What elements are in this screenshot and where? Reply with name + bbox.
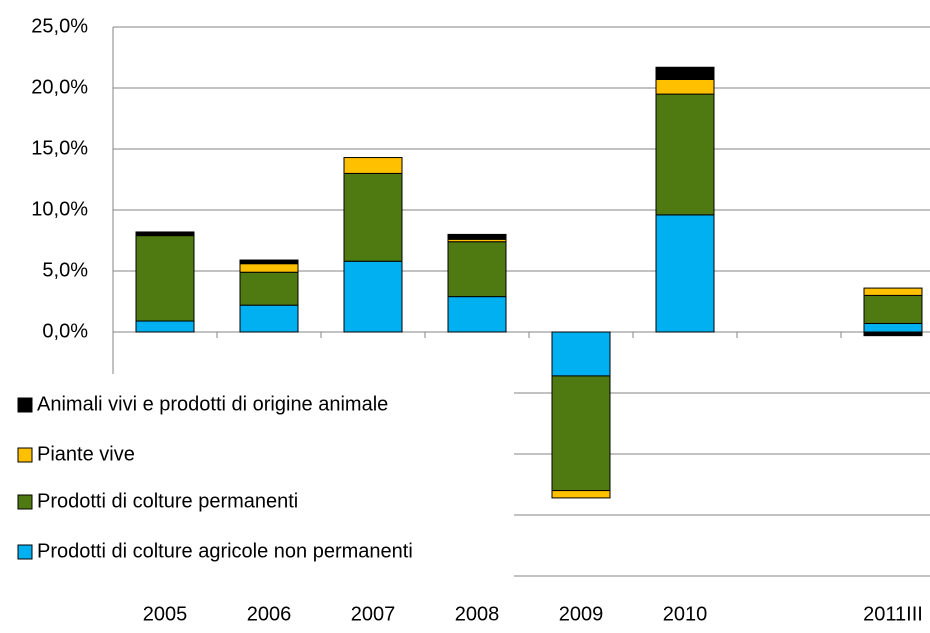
- bar-segment: [239, 263, 299, 273]
- x-tick-label: 2005: [143, 603, 188, 625]
- bar-segment: [447, 296, 507, 333]
- x-tick-label: 2009: [559, 603, 604, 625]
- bar-segment: [135, 235, 195, 322]
- bar-segment: [447, 233, 507, 240]
- legend-swatch: [17, 447, 33, 463]
- bar-segment: [655, 78, 715, 95]
- bar-segment: [863, 322, 923, 333]
- bar-segment: [655, 214, 715, 333]
- x-tick-label: 2006: [247, 603, 292, 625]
- legend: Animali vivi e prodotti di origine anima…: [8, 374, 514, 596]
- bar-segment: [239, 259, 299, 265]
- y-tick-label: 5,0%: [42, 259, 88, 281]
- legend-label: Piante vive: [37, 443, 135, 465]
- legend-swatch: [17, 397, 33, 413]
- x-tick-label: 2007: [351, 603, 396, 625]
- legend-box: [8, 374, 514, 596]
- bar-segment: [343, 172, 403, 262]
- bar-segment: [343, 157, 403, 174]
- legend-swatch: [17, 544, 33, 560]
- bar-segment: [655, 66, 715, 80]
- bar-segment: [447, 241, 507, 298]
- bar-segment: [239, 304, 299, 333]
- bar-segment: [655, 93, 715, 216]
- x-tick-label: 2008: [455, 603, 500, 625]
- bar-segment: [551, 375, 611, 492]
- legend-label: Prodotti di colture permanenti: [37, 490, 298, 512]
- bar-segment: [863, 294, 923, 324]
- bar-segment: [135, 320, 195, 333]
- bar-segment: [551, 331, 611, 377]
- x-tick-label: 2010: [663, 603, 708, 625]
- y-tick-label: 0,0%: [42, 320, 88, 342]
- bar-segment: [863, 331, 923, 337]
- legend-swatch: [17, 494, 33, 510]
- y-tick-label: 20,0%: [31, 76, 88, 98]
- y-tick-label: 10,0%: [31, 198, 88, 220]
- y-tick-label: 25,0%: [31, 15, 88, 37]
- legend-label: Animali vivi e prodotti di origine anima…: [37, 393, 388, 415]
- x-tick-label: 2011III: [863, 603, 923, 625]
- y-tick-label: 15,0%: [31, 137, 88, 159]
- bar-segment: [343, 260, 403, 333]
- bar-segment: [863, 287, 923, 296]
- legend-label: Prodotti di colture agricole non permane…: [37, 540, 413, 562]
- bar-segment: [135, 231, 195, 237]
- bar-segment: [551, 490, 611, 499]
- bar-segment: [239, 271, 299, 306]
